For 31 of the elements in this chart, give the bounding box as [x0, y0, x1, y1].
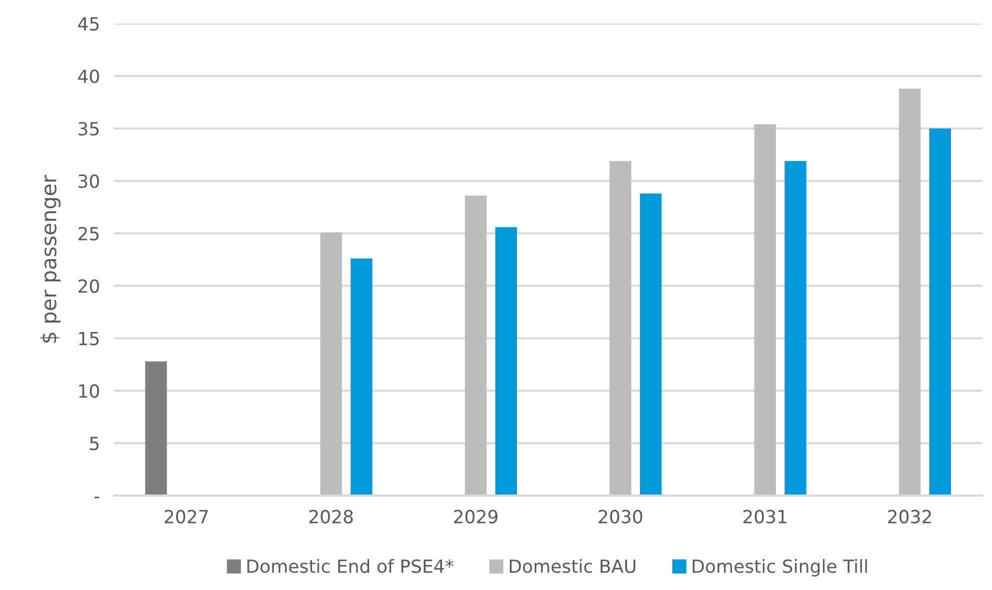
bar [929, 128, 951, 496]
x-tick-label: 2029 [454, 510, 498, 524]
bar [610, 161, 632, 496]
y-tick-label: 25 [78, 226, 99, 240]
y-tick-label: 35 [78, 122, 99, 136]
x-tick-label: 2031 [743, 510, 786, 524]
bar [350, 258, 372, 496]
y-tick-label: 10 [79, 384, 99, 398]
y-tick-label: 40 [78, 70, 99, 84]
bar [640, 194, 662, 496]
bar [898, 88, 921, 496]
y-tick-label: 30 [78, 174, 99, 188]
bar [784, 161, 806, 496]
y-tick-label: 45 [78, 17, 99, 31]
legend-label: Domestic BAU [510, 559, 636, 574]
bar [495, 227, 517, 496]
y-tick-label: 15 [79, 332, 99, 346]
bar [145, 361, 167, 496]
x-tick-label: 2030 [598, 510, 642, 524]
x-tick-label: 2028 [309, 510, 353, 524]
x-tick-label: 2027 [164, 510, 208, 524]
legend-label: Domestic Single Till [692, 559, 867, 577]
y-tick-label: 20 [78, 279, 99, 293]
bar [320, 232, 342, 496]
y-tick-label: - [94, 496, 100, 498]
y-tick-label: 5 [90, 436, 99, 450]
y-axis-title: $ per passenger [40, 174, 61, 343]
bar [464, 196, 487, 496]
bar [754, 124, 776, 496]
legend-label: Domestic End of PSE4* [247, 559, 454, 574]
x-tick-label: 2032 [888, 510, 931, 524]
